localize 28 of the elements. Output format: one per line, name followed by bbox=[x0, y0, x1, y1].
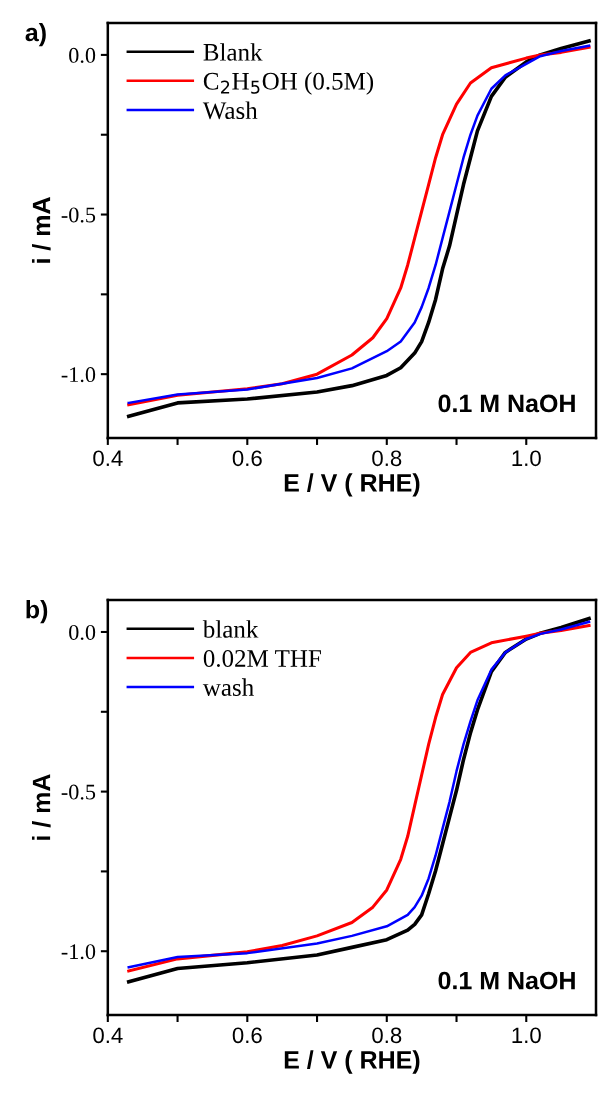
x-tick-label: 1.0 bbox=[512, 450, 541, 467]
x-tick-label: 0.8 bbox=[372, 450, 402, 467]
legend-label: Wash bbox=[202, 101, 258, 120]
x-tick-label: 0.6 bbox=[232, 450, 262, 467]
x-axis-title: E / V ( RHE) bbox=[284, 473, 420, 497]
x-axis-title: E / V ( RHE) bbox=[284, 1050, 420, 1074]
x-tick-label: 1.0 bbox=[512, 1027, 541, 1044]
x-tick-label: 0.8 bbox=[372, 1027, 402, 1044]
legend-label: blank bbox=[202, 620, 259, 638]
legend-label: 0.02M THF bbox=[203, 650, 321, 667]
y-tick-label: 0.0 bbox=[69, 47, 96, 63]
x-tick-label: 0.6 bbox=[232, 1027, 262, 1044]
chart-title: a) bbox=[25, 22, 46, 47]
x-tick-label: 0.4 bbox=[93, 1027, 123, 1044]
y-tick-label: -0.5 bbox=[61, 784, 96, 800]
legend-label: wash bbox=[202, 678, 254, 696]
chart-title: b) bbox=[26, 600, 48, 624]
x-tick-label: 0.4 bbox=[93, 450, 123, 467]
y-tick-label: 0.0 bbox=[69, 624, 96, 641]
y-tick-label: -0.5 bbox=[61, 207, 96, 223]
y-axis-title: i / mA bbox=[31, 774, 51, 840]
y-tick-label: -1.0 bbox=[61, 367, 96, 383]
y-tick-label: -1.0 bbox=[61, 944, 96, 960]
annotation: 0.1 M NaOH bbox=[438, 971, 575, 990]
annotation: 0.1 M NaOH bbox=[438, 394, 575, 413]
legend-label: C$_{2}$H$_{5}$OH (0.5M) bbox=[203, 72, 374, 95]
legend-label: Blank bbox=[203, 43, 263, 61]
y-axis-title: i / mA bbox=[31, 197, 51, 263]
